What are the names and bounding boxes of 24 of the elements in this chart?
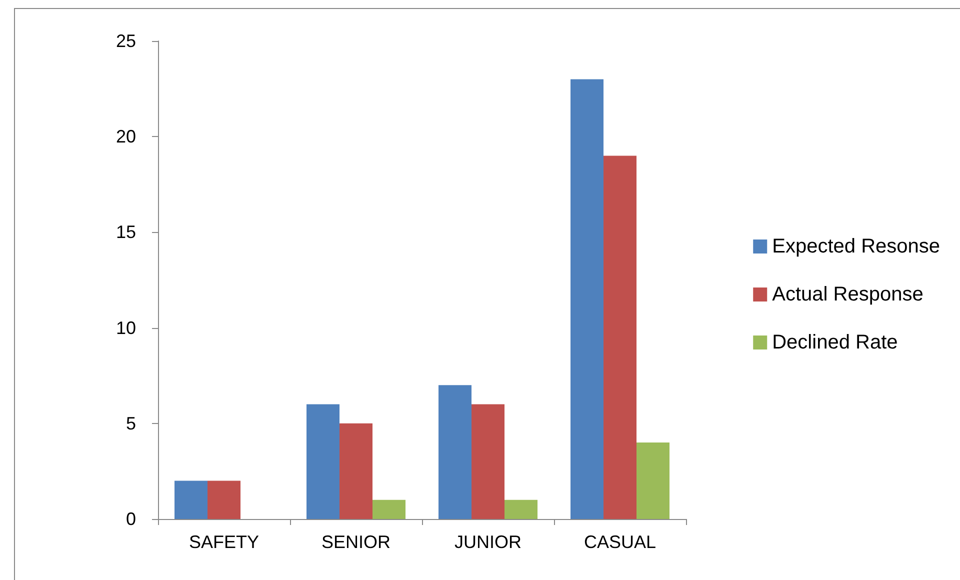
- y-tick-label: 15: [116, 222, 136, 242]
- x-tick-label: CASUAL: [584, 532, 656, 552]
- y-tick-label: 20: [116, 126, 136, 147]
- y-tick-label: 5: [126, 413, 136, 434]
- y-tick-label: 10: [116, 318, 136, 338]
- legend-label: Expected Resonse: [772, 236, 940, 258]
- bar: [604, 156, 636, 519]
- bar: [306, 404, 340, 519]
- bar: [472, 404, 504, 519]
- x-tick-label: JUNIOR: [454, 532, 522, 552]
- bar: [208, 480, 240, 519]
- y-tick-label: 0: [126, 509, 136, 529]
- bar: [340, 423, 372, 519]
- legend-label: Actual Response: [772, 284, 924, 306]
- bar: [636, 442, 670, 519]
- bar: [570, 79, 604, 519]
- x-tick-label: SAFETY: [188, 532, 260, 552]
- bar: [438, 385, 472, 519]
- bar: [372, 500, 406, 519]
- bar: [174, 480, 208, 519]
- x-tick-label: SENIOR: [321, 532, 391, 552]
- legend-label: Declined Rate: [772, 332, 898, 354]
- bar: [504, 500, 538, 519]
- y-tick-label: 25: [116, 31, 136, 51]
